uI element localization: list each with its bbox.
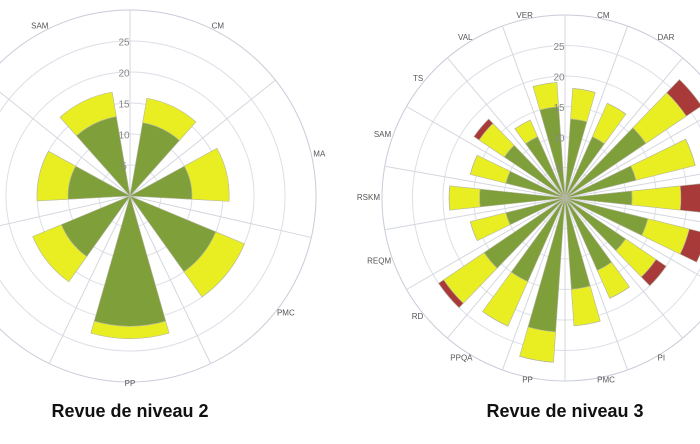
bar-segment (469, 212, 511, 242)
bar-segment (641, 218, 690, 255)
category-label: PMC (597, 375, 615, 384)
spoke (564, 119, 700, 199)
bar-segment (609, 286, 630, 299)
r-tick-label: 10 (553, 134, 565, 145)
spoke (48, 195, 131, 364)
bar-segment (470, 221, 478, 241)
bar-segment (679, 183, 700, 213)
bar-segment (90, 320, 170, 339)
spoke (129, 79, 276, 197)
category-label: PP (522, 375, 533, 384)
chart-title: Revue de niveau 3 (486, 401, 643, 421)
spoke (406, 106, 566, 199)
r-tick-label: 15 (553, 103, 565, 114)
category-label: RSKM (357, 193, 380, 202)
category-label: DAR (658, 33, 675, 42)
bar-segment (519, 326, 556, 363)
r-tick-label: 25 (118, 38, 130, 49)
spoke (129, 195, 312, 238)
category-label: SAM (31, 22, 49, 31)
spoke (446, 197, 566, 339)
bar-segment (473, 118, 494, 141)
rose-chart: SAM CM MA PMC PP 5 10 15 20 25 Revue de niveau 2 (0, 9, 326, 421)
bar-segment (36, 150, 77, 202)
spoke (384, 197, 566, 231)
bar-segment (438, 279, 464, 309)
r-tick-label: 20 (553, 73, 565, 84)
bar-segment (519, 356, 554, 363)
bar-segment (685, 139, 696, 166)
spoke (564, 197, 700, 223)
bar-segment (32, 224, 88, 283)
spoke (0, 195, 131, 227)
spoke (384, 165, 566, 199)
bar-segment (183, 147, 230, 202)
category-label: RD (412, 312, 424, 321)
spoke (564, 173, 700, 199)
bar-segment (679, 228, 700, 263)
r-tick-label: 5 (121, 162, 127, 173)
bar-segment (571, 285, 601, 327)
r-tick-label: 5 (556, 164, 562, 175)
spoke (129, 195, 212, 364)
spoke (564, 197, 629, 371)
category-label: PI (658, 353, 666, 362)
spoke (564, 25, 629, 199)
category-label: SAM (374, 130, 392, 139)
bar-segment (570, 88, 596, 123)
category-label: REQM (367, 256, 391, 265)
category-label: PP (125, 379, 136, 388)
category-label: VAL (458, 33, 473, 42)
category-label: VER (516, 11, 533, 20)
bar-segment (183, 231, 245, 298)
category-label: CM (597, 11, 610, 20)
bar-segment (631, 185, 682, 211)
bar-segment (573, 320, 601, 327)
category-label: PPQA (450, 353, 473, 362)
category-label: PMC (277, 308, 295, 317)
r-tick-label: 10 (118, 131, 130, 142)
spoke (0, 91, 131, 197)
spoke (501, 197, 566, 371)
bar-segment (666, 79, 700, 117)
category-label: MA (313, 149, 326, 158)
category-label: CM (212, 22, 225, 31)
bar-segment (448, 185, 481, 211)
bar-segment (59, 91, 117, 137)
bar-segment (469, 154, 511, 184)
bar-segment (607, 102, 627, 115)
r-tick-label: 15 (118, 100, 130, 111)
category-label: TS (413, 74, 423, 83)
bar-segment (532, 82, 557, 87)
r-tick-label: 25 (553, 42, 565, 53)
bar-segment (482, 311, 509, 327)
spoke (446, 57, 566, 199)
spoke (564, 197, 700, 277)
spoke (501, 25, 566, 199)
spoke (406, 197, 566, 290)
spoke (564, 197, 684, 339)
bar-segment (142, 97, 197, 141)
chart-title: Revue de niveau 2 (51, 401, 208, 421)
bar-segment (640, 258, 667, 287)
rose-chart: VER CM DAR PI PMC PP PPQA RD REQM RSKM SAM TS VAL 5 10… (357, 11, 700, 421)
r-tick-label: 20 (118, 69, 130, 80)
spoke (564, 57, 684, 199)
